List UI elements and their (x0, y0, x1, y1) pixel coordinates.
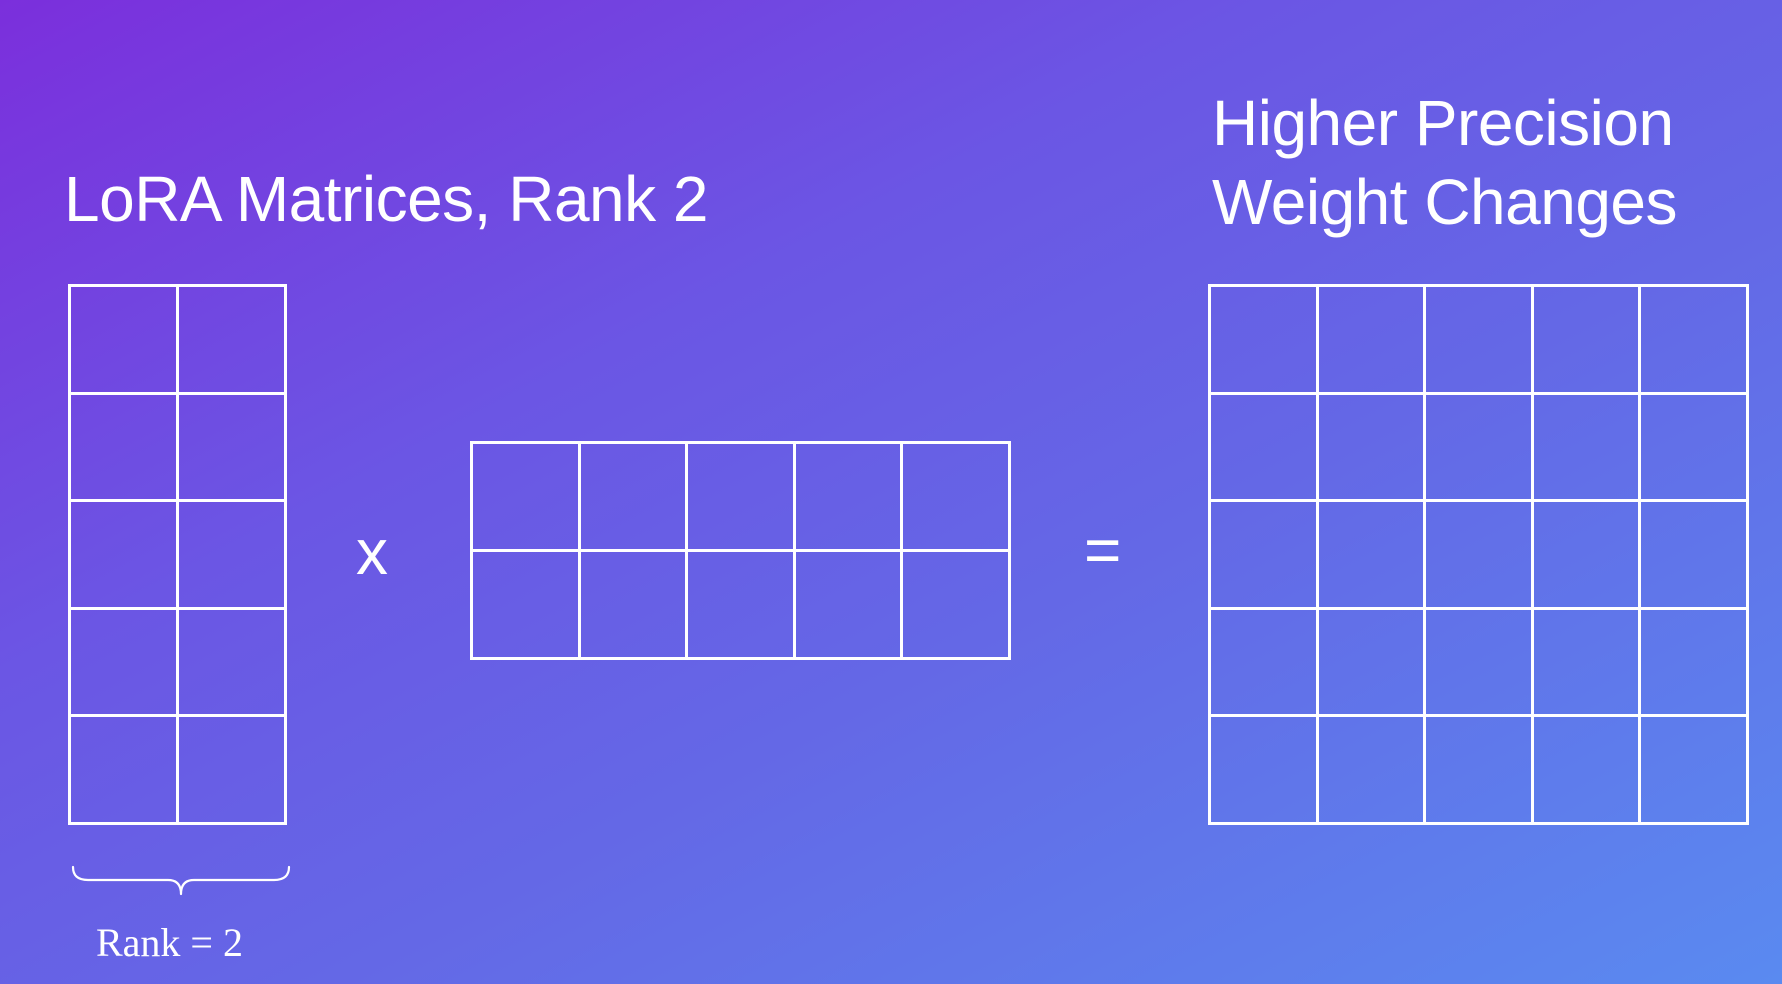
rank-brace-icon (71, 865, 291, 896)
matrix-cell (1318, 609, 1427, 718)
matrix-cell (71, 287, 179, 395)
weight-changes-title-line1: Higher Precision (1212, 87, 1674, 159)
weight-changes-title-line2: Weight Changes (1212, 166, 1678, 238)
matrix-cell (71, 609, 179, 718)
matrix-cell (1533, 609, 1642, 718)
matrix-cell (1318, 717, 1427, 825)
matrix-cell (903, 444, 1011, 552)
multiply-operator: x (356, 516, 388, 588)
matrix-cell (1426, 609, 1534, 718)
matrix-cell (1533, 502, 1642, 610)
matrix-cell (1211, 609, 1319, 718)
matrix-cell (1426, 717, 1534, 825)
matrix-cell (1641, 502, 1749, 610)
lora-matrices-title: LoRA Matrices, Rank 2 (64, 163, 709, 235)
matrix-cell (795, 552, 904, 660)
lora-matrix-b (470, 441, 1011, 660)
lora-matrix-a (68, 284, 287, 825)
matrix-cell (1211, 394, 1319, 503)
matrix-cell (1426, 502, 1534, 610)
matrix-cell (1641, 394, 1749, 503)
matrix-cell (473, 552, 581, 660)
matrix-cell (1426, 287, 1534, 395)
matrix-cell (1426, 394, 1534, 503)
matrix-cell (71, 717, 179, 825)
matrix-cell (580, 552, 689, 660)
matrix-cell (1533, 717, 1642, 825)
matrix-cell (1641, 609, 1749, 718)
matrix-cell (1211, 287, 1319, 395)
matrix-cell (179, 394, 287, 503)
matrix-cell (71, 394, 179, 503)
weight-changes-title: Higher Precision Weight Changes (1212, 84, 1678, 242)
matrix-cell (1641, 287, 1749, 395)
weight-change-matrix (1208, 284, 1749, 825)
matrix-cell (179, 609, 287, 718)
matrix-cell (903, 552, 1011, 660)
matrix-cell (1318, 502, 1427, 610)
equals-operator: = (1084, 514, 1122, 586)
matrix-cell (795, 444, 904, 552)
matrix-cell (1641, 717, 1749, 825)
matrix-cell (179, 717, 287, 825)
matrix-cell (688, 444, 796, 552)
matrix-cell (473, 444, 581, 552)
matrix-cell (71, 502, 179, 610)
matrix-cell (1318, 394, 1427, 503)
matrix-cell (179, 287, 287, 395)
matrix-cell (580, 444, 689, 552)
matrix-cell (688, 552, 796, 660)
matrix-cell (1533, 287, 1642, 395)
matrix-cell (1211, 502, 1319, 610)
matrix-cell (1318, 287, 1427, 395)
rank-label: Rank = 2 (96, 920, 243, 965)
matrix-cell (1533, 394, 1642, 503)
matrix-cell (179, 502, 287, 610)
matrix-cell (1211, 717, 1319, 825)
